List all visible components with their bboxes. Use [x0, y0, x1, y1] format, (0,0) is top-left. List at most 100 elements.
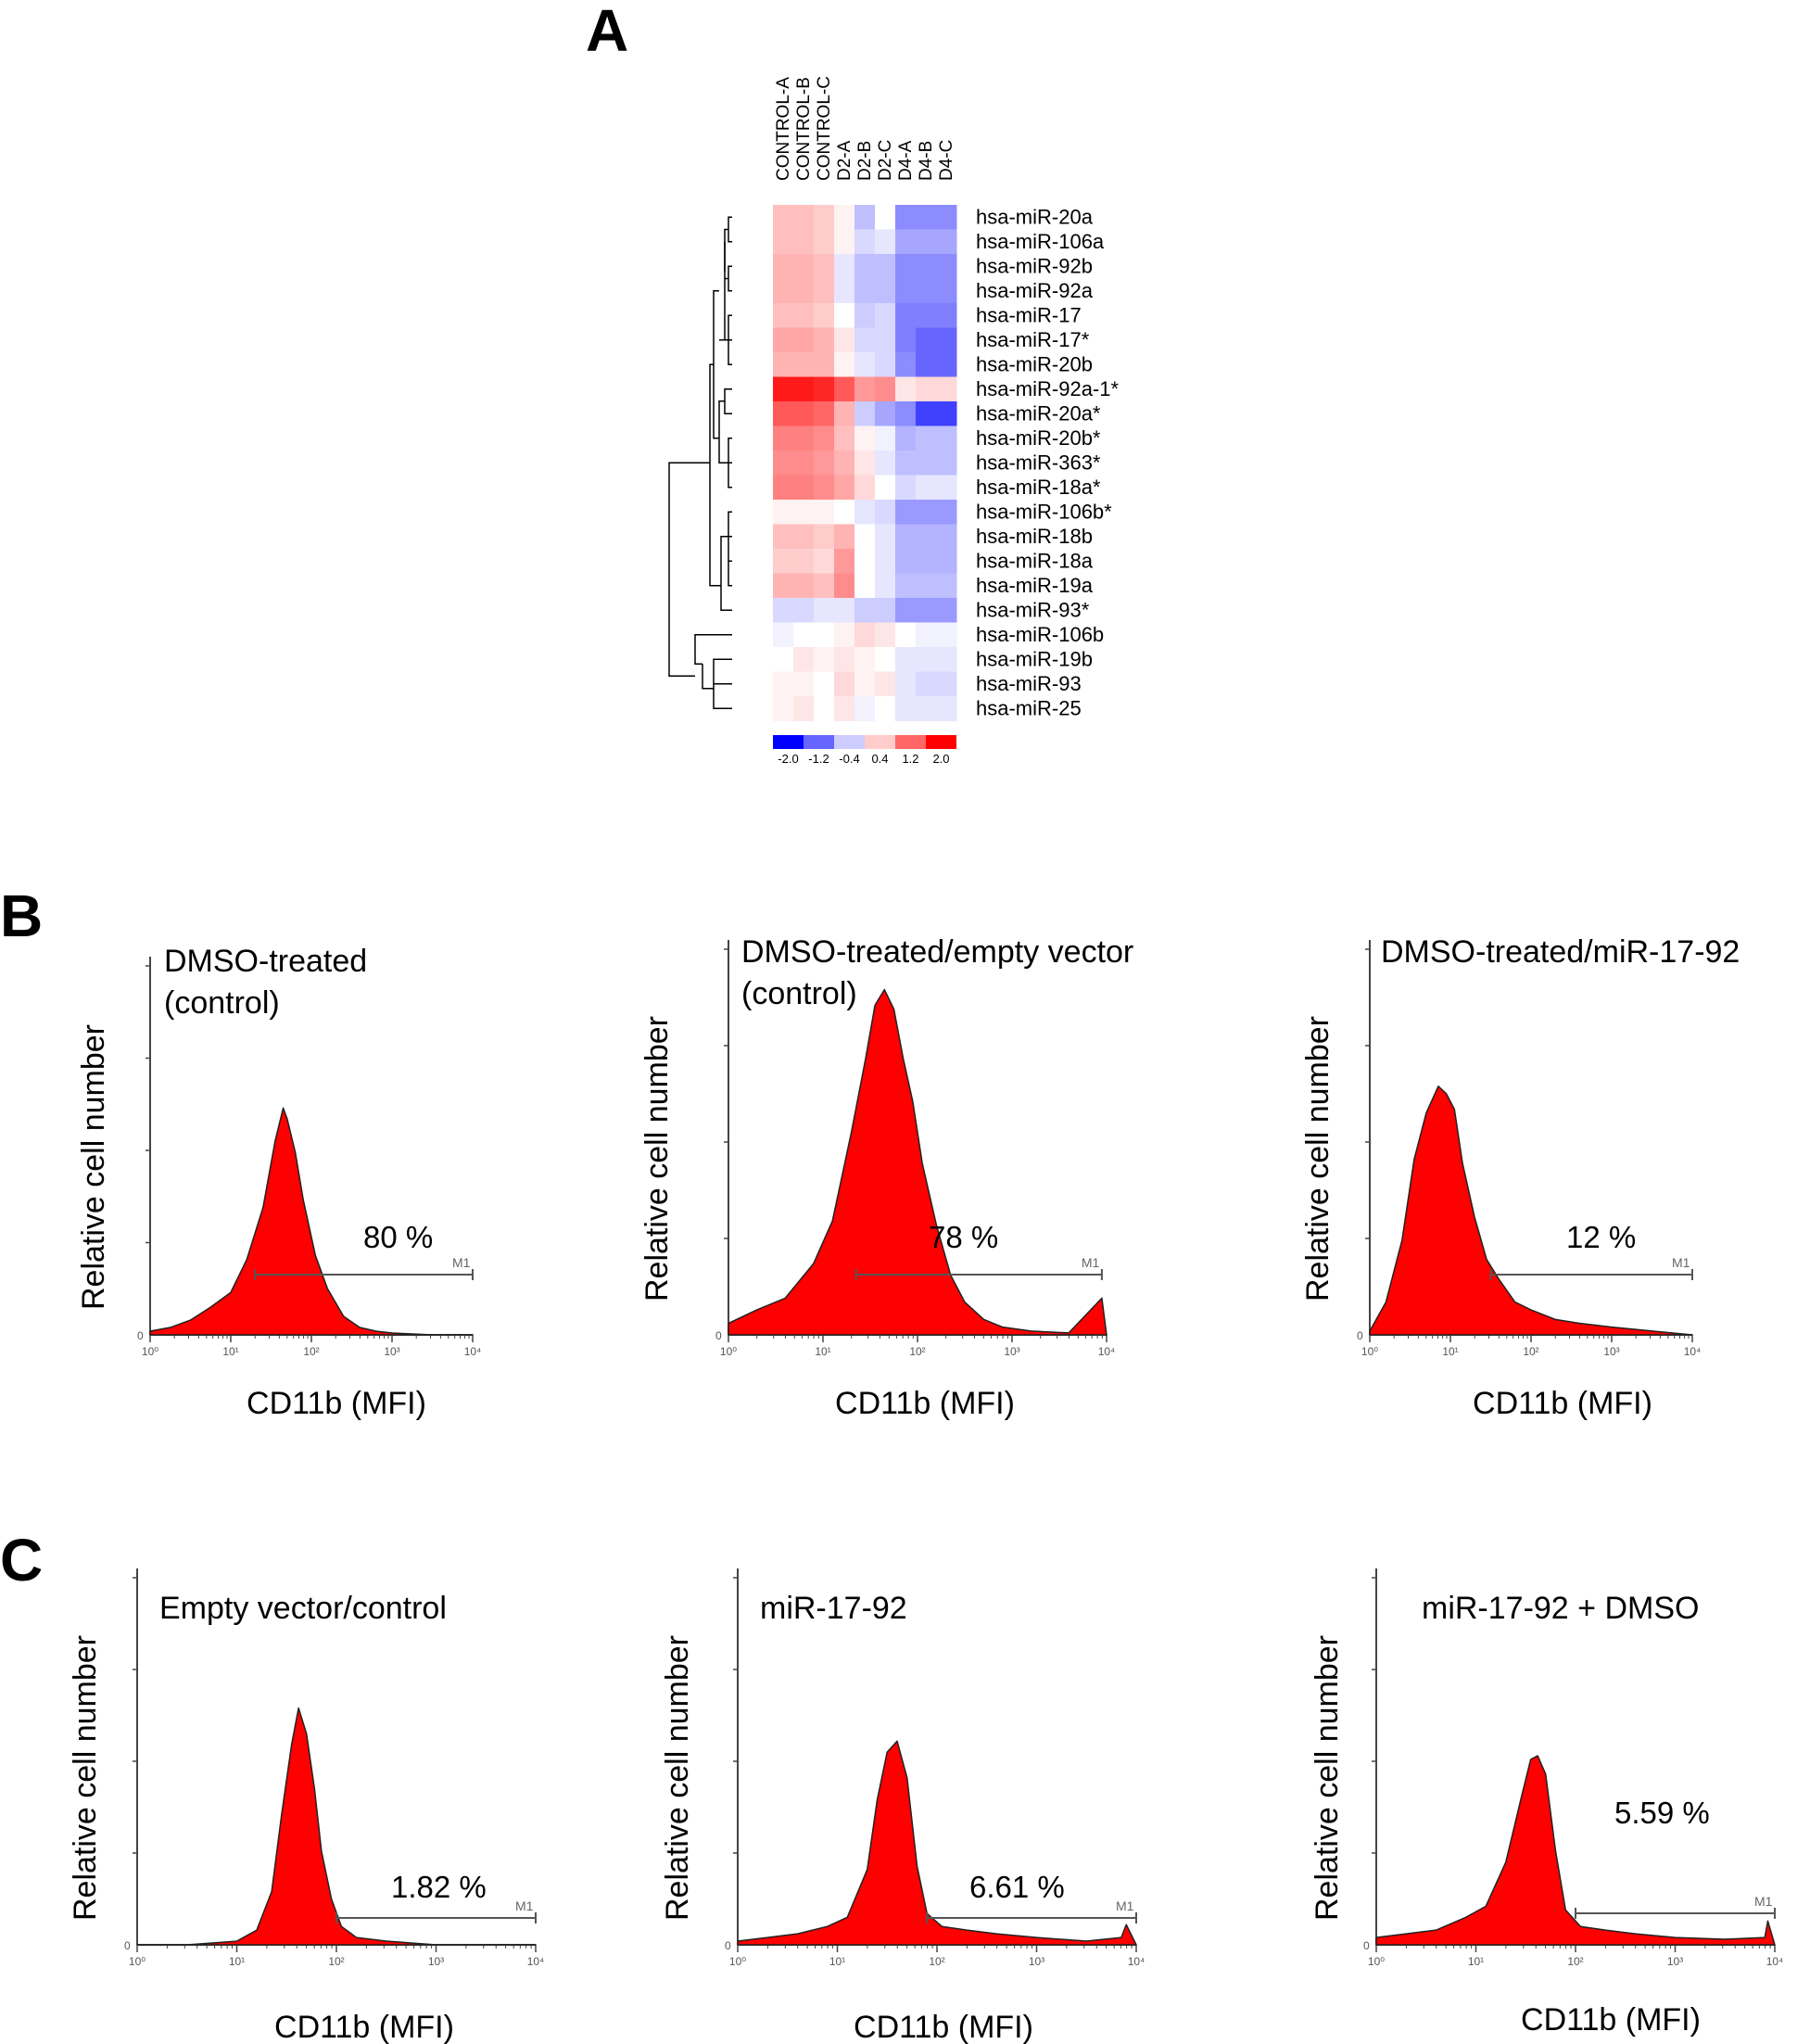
dendrogram-branch	[709, 363, 721, 587]
heatmap-cell	[895, 229, 917, 255]
heatmap-cell	[834, 352, 855, 377]
heatmap-cell	[875, 524, 896, 550]
heatmap-cell	[793, 671, 815, 697]
y-zero-label: 0	[1357, 1329, 1363, 1342]
heatmap-cell	[916, 671, 937, 697]
heatmap-cell	[834, 647, 855, 672]
heatmap-cell	[793, 451, 815, 476]
x-tick-label: 10⁰	[1368, 1955, 1385, 1968]
x-tick-label: 10²	[1567, 1955, 1583, 1968]
heatmap-cell	[814, 205, 835, 230]
heatmap-cell	[854, 524, 876, 550]
heatmap-cell	[875, 500, 896, 525]
dendrogram-branch	[702, 664, 714, 690]
heatmap-cell	[854, 451, 876, 476]
heatmap-cell	[916, 524, 937, 550]
colorbar-tick-label: 2.0	[932, 752, 949, 766]
y-axis-label: Relative cell number	[76, 1024, 111, 1310]
histogram-area	[1375, 1755, 1776, 1946]
dendrogram-branch	[728, 438, 732, 489]
heatmap-cell	[875, 205, 896, 230]
heatmap-cell	[936, 696, 957, 721]
histogram-area	[737, 1740, 1137, 1946]
x-tick-label: 10²	[929, 1955, 944, 1968]
x-tick-label: 10¹	[1442, 1345, 1458, 1358]
heatmap-cell	[895, 401, 917, 426]
heatmap-cell	[936, 303, 957, 328]
heatmap-cell	[916, 475, 937, 501]
heatmap-cell	[834, 598, 855, 623]
heatmap-cell	[936, 451, 957, 476]
heatmap-row-label: hsa-miR-18a*	[976, 476, 1101, 499]
x-tick-label: 10¹	[829, 1955, 845, 1968]
heatmap-cell	[773, 524, 794, 550]
heatmap-cell	[916, 327, 937, 353]
heatmap-cell	[814, 352, 835, 377]
heatmap-row-label: hsa-miR-92b	[976, 254, 1093, 277]
x-tick-label: 10¹	[1468, 1955, 1484, 1968]
heatmap-cell	[773, 500, 794, 525]
gate-percent-label: 78 %	[929, 1220, 998, 1254]
heatmap-cell	[854, 549, 876, 574]
heatmap-cell	[854, 622, 876, 648]
heatmap-cell	[834, 278, 855, 304]
heatmap-cell	[773, 401, 794, 426]
heatmap-cell	[895, 278, 917, 304]
heatmap-row-label: hsa-miR-18b	[976, 525, 1093, 548]
heatmap-cell	[936, 598, 957, 623]
heatmap-row-label: hsa-miR-106b*	[976, 500, 1112, 523]
heatmap-cell	[854, 327, 876, 353]
heatmap-cell	[854, 352, 876, 377]
histogram-dmso-empty-vector-control: 0 10⁰ 10¹ 10² 10³ 10⁴ M1 78 % DMSO-treated/empty…	[639, 934, 1133, 1421]
heatmap-cell	[854, 573, 876, 599]
heatmap-cell	[814, 671, 835, 697]
heatmap-cell	[793, 696, 815, 721]
heatmap-cell	[916, 451, 937, 476]
heatmap-cell	[814, 376, 835, 402]
dendrogram-branch	[668, 462, 710, 677]
heatmap-cell	[773, 327, 794, 353]
gate-label: M1	[1116, 1898, 1134, 1913]
x-tick-label: 10³	[428, 1955, 444, 1968]
panel-label-a: A	[586, 0, 628, 64]
heatmap-cell	[834, 401, 855, 426]
heatmap-column-label: D2-B	[855, 141, 875, 181]
heatmap-cell	[895, 475, 917, 501]
heatmap-cell	[916, 254, 937, 279]
heatmap-row-label: hsa-miR-25	[976, 696, 1082, 719]
heatmap-row-label: hsa-miR-363*	[976, 451, 1101, 474]
gate-percent-label: 1.82 %	[391, 1870, 487, 1904]
heatmap-cell	[916, 598, 937, 623]
heatmap-cell	[895, 327, 917, 353]
heatmap-row-label: hsa-miR-106b	[976, 623, 1104, 646]
dendrogram-branch	[718, 400, 728, 463]
dendrogram-branch	[694, 634, 732, 665]
histogram-dmso-treated-control: 0 10⁰ 10¹ 10² 10³ 10⁴ M1 80 % DMSO-treated (contr…	[76, 944, 481, 1421]
heatmap-cell	[936, 622, 957, 648]
heatmap-cell	[854, 303, 876, 328]
heatmap-cell	[916, 573, 937, 599]
heatmap-cell	[854, 598, 876, 623]
heatmap-cell	[834, 205, 855, 230]
x-tick-label: 10⁰	[1361, 1345, 1378, 1358]
heatmap-cell	[936, 524, 957, 550]
heatmap-cell	[875, 278, 896, 304]
heatmap-row-label: hsa-miR-106a	[976, 230, 1105, 253]
x-tick-label: 10¹	[229, 1955, 245, 1968]
heatmap-cell	[854, 696, 876, 721]
heatmap-cell	[854, 647, 876, 672]
heatmap-cell	[834, 622, 855, 648]
heatmap-cell	[834, 376, 855, 402]
x-tick-label: 10⁴	[1766, 1955, 1784, 1968]
gate-label: M1	[515, 1898, 534, 1913]
heatmap-row-label: hsa-miR-92a-1*	[976, 377, 1119, 400]
y-zero-label: 0	[1363, 1939, 1370, 1952]
heatmap-cell	[875, 647, 896, 672]
heatmap-cell	[895, 352, 917, 377]
heatmap-cell	[834, 303, 855, 328]
heatmap-cell	[793, 303, 815, 328]
heatmap-row-label: hsa-miR-20a	[976, 205, 1094, 228]
dendrogram-branch	[728, 511, 732, 587]
heatmap-cell	[814, 696, 835, 721]
y-axis-label: Relative cell number	[660, 1635, 695, 1921]
